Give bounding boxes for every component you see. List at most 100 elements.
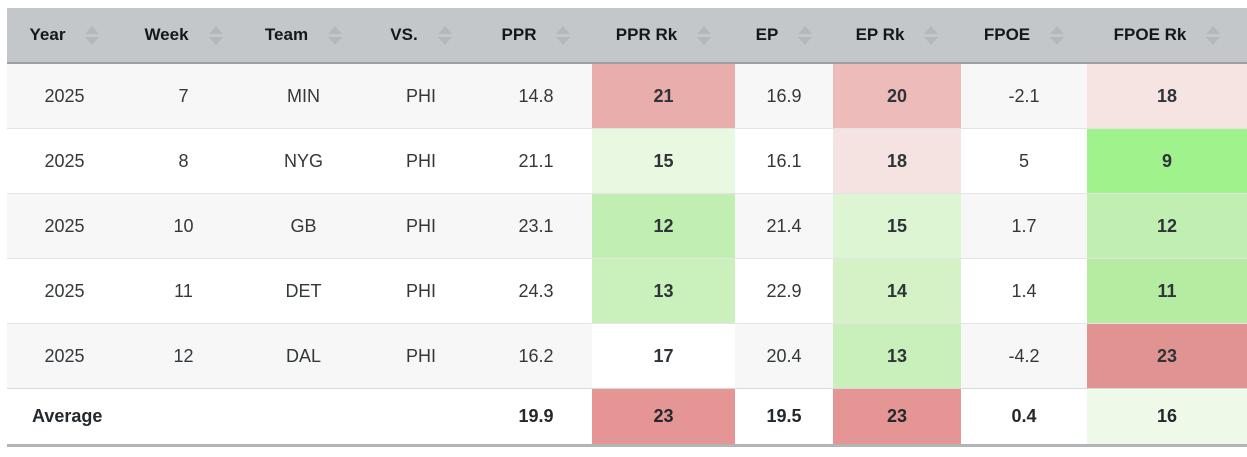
cell-vs: PHI	[362, 323, 480, 389]
cell-fpoe-rk: 9	[1087, 128, 1247, 194]
cell-ep: 21.4	[735, 193, 833, 259]
cell-week: 7	[122, 63, 245, 129]
cell-team: NYG	[245, 128, 362, 194]
table-body: 2025 7 MIN PHI 14.8 21 16.9 20 -2.1 18 2…	[7, 63, 1247, 447]
cell-avg-ppr: 19.9	[480, 388, 592, 447]
cell-year: 2025	[7, 193, 122, 259]
table-row: 2025 11 DET PHI 24.3 13 22.9 14 1.4 11	[7, 258, 1247, 324]
cell-ep: 16.1	[735, 128, 833, 194]
cell-fpoe: -4.2	[961, 323, 1087, 389]
cell-year: 2025	[7, 63, 122, 129]
cell-ppr-rk: 15	[592, 128, 735, 194]
column-header-team[interactable]: Team	[245, 8, 362, 64]
table-row: 2025 10 GB PHI 23.1 12 21.4 15 1.7 12	[7, 193, 1247, 259]
cell-ppr: 23.1	[480, 193, 592, 259]
cell-year: 2025	[7, 258, 122, 324]
column-header-week[interactable]: Week	[122, 8, 245, 64]
cell-ep: 22.9	[735, 258, 833, 324]
cell-week: 12	[122, 323, 245, 389]
column-label-year: Year	[29, 25, 66, 44]
column-header-ep-rk[interactable]: EP Rk	[833, 8, 961, 64]
column-label-fpoe-rk: FPOE Rk	[1113, 25, 1187, 44]
cell-fpoe-rk: 12	[1087, 193, 1247, 259]
column-label-week: Week	[144, 25, 189, 44]
cell-vs: PHI	[362, 258, 480, 324]
column-label-ep-rk: EP Rk	[855, 25, 905, 44]
cell-avg-ppr-rk: 23	[592, 388, 735, 447]
sort-up-down-icon	[208, 25, 223, 45]
cell-avg-ep: 19.5	[735, 388, 833, 447]
table-row: 2025 7 MIN PHI 14.8 21 16.9 20 -2.1 18	[7, 63, 1247, 129]
sort-up-down-icon	[85, 25, 100, 45]
column-label-ep: EP	[755, 25, 779, 44]
cell-avg-fpoe: 0.4	[961, 388, 1087, 447]
cell-ep-rk: 20	[833, 63, 961, 129]
column-label-ppr: PPR	[501, 25, 537, 44]
cell-fpoe-rk: 11	[1087, 258, 1247, 324]
stats-table-container: Year Week Team VS. PPR PPR Rk EP EP Rk F…	[7, 8, 1247, 447]
column-label-fpoe: FPOE	[983, 25, 1031, 44]
average-label: Average	[7, 388, 122, 447]
cell-vs: PHI	[362, 128, 480, 194]
cell-ppr-rk: 21	[592, 63, 735, 129]
cell-vs: PHI	[362, 63, 480, 129]
cell-team: DAL	[245, 323, 362, 389]
cell-week-empty	[122, 388, 245, 447]
cell-ep-rk: 18	[833, 128, 961, 194]
table-row: 2025 8 NYG PHI 21.1 15 16.1 18 5 9	[7, 128, 1247, 194]
column-header-ep[interactable]: EP	[735, 8, 833, 64]
cell-team: DET	[245, 258, 362, 324]
cell-ppr: 21.1	[480, 128, 592, 194]
cell-year: 2025	[7, 323, 122, 389]
sort-up-down-icon	[697, 25, 712, 45]
cell-team: GB	[245, 193, 362, 259]
column-header-year[interactable]: Year	[7, 8, 122, 64]
average-row: Average 19.9 23 19.5 23 0.4 16	[7, 388, 1247, 447]
cell-vs: PHI	[362, 193, 480, 259]
cell-fpoe: -2.1	[961, 63, 1087, 129]
sort-up-down-icon	[798, 25, 813, 45]
cell-vs-empty	[362, 388, 480, 447]
cell-ppr-rk: 12	[592, 193, 735, 259]
cell-fpoe: 1.4	[961, 258, 1087, 324]
column-header-fpoe-rk[interactable]: FPOE Rk	[1087, 8, 1247, 64]
sort-up-down-icon	[328, 25, 343, 45]
cell-ep: 16.9	[735, 63, 833, 129]
column-header-fpoe[interactable]: FPOE	[961, 8, 1087, 64]
cell-fpoe: 5	[961, 128, 1087, 194]
sort-up-down-icon	[1050, 25, 1065, 45]
table-row: 2025 12 DAL PHI 16.2 17 20.4 13 -4.2 23	[7, 323, 1247, 389]
cell-avg-ep-rk: 23	[833, 388, 961, 447]
cell-ep-rk: 13	[833, 323, 961, 389]
cell-ep-rk: 15	[833, 193, 961, 259]
cell-ppr: 14.8	[480, 63, 592, 129]
weekly-stats-table: Year Week Team VS. PPR PPR Rk EP EP Rk F…	[7, 8, 1247, 447]
cell-week: 10	[122, 193, 245, 259]
sort-up-down-icon	[1206, 25, 1221, 45]
cell-year: 2025	[7, 128, 122, 194]
sort-up-down-icon	[437, 25, 452, 45]
sort-up-down-icon	[924, 25, 939, 45]
column-label-ppr-rk: PPR Rk	[615, 25, 678, 44]
cell-ppr-rk: 17	[592, 323, 735, 389]
cell-avg-fpoe-rk: 16	[1087, 388, 1247, 447]
column-label-vs: VS.	[390, 25, 418, 44]
cell-fpoe-rk: 18	[1087, 63, 1247, 129]
cell-fpoe: 1.7	[961, 193, 1087, 259]
cell-ppr-rk: 13	[592, 258, 735, 324]
sort-up-down-icon	[556, 25, 571, 45]
cell-ppr: 24.3	[480, 258, 592, 324]
cell-ppr: 16.2	[480, 323, 592, 389]
cell-week: 11	[122, 258, 245, 324]
cell-ep: 20.4	[735, 323, 833, 389]
header-row: Year Week Team VS. PPR PPR Rk EP EP Rk F…	[7, 8, 1247, 64]
column-header-ppr-rk[interactable]: PPR Rk	[592, 8, 735, 64]
column-header-ppr[interactable]: PPR	[480, 8, 592, 64]
column-label-team: Team	[264, 25, 309, 44]
cell-fpoe-rk: 23	[1087, 323, 1247, 389]
cell-ep-rk: 14	[833, 258, 961, 324]
cell-week: 8	[122, 128, 245, 194]
table-header: Year Week Team VS. PPR PPR Rk EP EP Rk F…	[7, 8, 1247, 64]
cell-team-empty	[245, 388, 362, 447]
column-header-vs[interactable]: VS.	[362, 8, 480, 64]
